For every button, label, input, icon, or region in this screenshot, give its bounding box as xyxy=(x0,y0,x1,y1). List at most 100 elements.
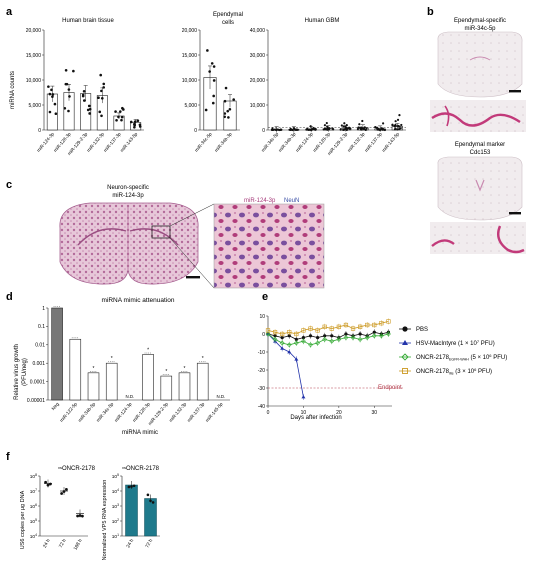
data-point xyxy=(374,126,377,129)
panel-letter-d: d xyxy=(6,291,13,303)
b-scale-bar-2 xyxy=(509,212,521,215)
significance-mark: * xyxy=(165,369,167,375)
data-point xyxy=(358,123,361,126)
data-point xyxy=(132,484,136,488)
data-point xyxy=(87,104,91,108)
data-point xyxy=(130,485,133,488)
a-ependymal-title-2: cells xyxy=(222,20,234,26)
y-tick-label: 15,000 xyxy=(26,53,42,59)
y-tick-exp: 1 xyxy=(117,533,119,537)
e-legend-oncr1-exp: 6 xyxy=(489,353,492,358)
x-tick-label: miR-122-5p xyxy=(59,401,79,423)
y-tick-label: 30,000 xyxy=(250,53,266,59)
x-tick-label: miR-128-3p xyxy=(132,401,152,423)
y-tick-label: 108 xyxy=(30,473,37,480)
series-marker xyxy=(372,330,376,334)
f-left-ylabel: US6 copies per μg DNA xyxy=(20,490,26,549)
data-point xyxy=(208,70,211,73)
data-point xyxy=(309,125,312,128)
b-title-1: Ependymal-specific xyxy=(454,18,506,24)
data-point xyxy=(81,93,85,97)
series-marker xyxy=(330,334,334,338)
series-marker xyxy=(316,336,320,340)
data-point xyxy=(210,62,214,65)
e-legend-hsv-end: PFU) xyxy=(479,341,495,347)
b-inset-1 xyxy=(430,100,526,132)
series-marker xyxy=(358,332,362,336)
series-marker xyxy=(301,338,306,344)
data-point xyxy=(212,94,215,98)
a-brain-chart: 05,00010,00015,00020,000miR-124-3pmiR-12… xyxy=(26,28,144,156)
e-legend-hsv-text: HSV-MacIntyre (1 × 10 xyxy=(416,341,478,347)
data-point xyxy=(380,127,383,130)
f-left-title-text: ONCR-2178 xyxy=(62,466,96,472)
series-marker xyxy=(371,333,377,339)
significance-mark: * xyxy=(93,366,95,372)
series-marker xyxy=(378,333,384,339)
data-point xyxy=(224,86,228,90)
data-point xyxy=(46,483,50,487)
series-marker xyxy=(364,335,370,341)
c-legend-mir: miR-124-3p xyxy=(244,198,276,204)
nd-label: N.D. xyxy=(126,394,135,399)
series-marker xyxy=(301,336,306,340)
data-point xyxy=(82,99,86,102)
data-point xyxy=(212,79,216,82)
a-gbm-title: Human GBM xyxy=(305,18,340,24)
data-point xyxy=(399,127,402,130)
x-tick-label: 0 xyxy=(267,410,270,416)
data-point xyxy=(88,112,91,115)
series-marker xyxy=(272,336,278,342)
series-line xyxy=(267,321,389,335)
data-point xyxy=(345,124,348,127)
data-point xyxy=(342,125,345,128)
data-point xyxy=(323,124,327,127)
series-marker xyxy=(308,326,313,331)
data-point xyxy=(394,120,397,123)
x-tick-label: miR-143-5p xyxy=(381,131,401,153)
data-point xyxy=(50,88,53,92)
data-point xyxy=(117,115,120,119)
y-tick-label: 40,000 xyxy=(250,28,266,34)
data-point xyxy=(149,499,152,503)
e-legend-oncr2-exp: 6 xyxy=(474,367,477,372)
y-tick-base: 10 xyxy=(112,519,118,525)
series-marker xyxy=(265,328,271,333)
panel-letter-b: b xyxy=(427,6,434,18)
data-point xyxy=(314,128,317,131)
y-tick-base: 10 xyxy=(30,489,36,495)
data-point xyxy=(133,123,136,127)
series-marker xyxy=(386,331,391,337)
data-point xyxy=(47,85,50,88)
panel-d: miRNA mimic attenuation Relative virus g… xyxy=(14,297,230,436)
y-tick-label: 0.0001 xyxy=(30,379,46,385)
y-tick-label: 0 xyxy=(194,128,197,134)
significance-mark: * xyxy=(202,356,204,362)
series-marker xyxy=(280,331,285,337)
data-point xyxy=(396,128,399,131)
data-point xyxy=(270,128,274,131)
data-point xyxy=(382,122,385,125)
data-point xyxy=(63,106,67,110)
panel-f: vsONCR-2178 US6 copies per μg DNA vsONCR… xyxy=(20,465,160,560)
series-marker xyxy=(308,334,313,338)
series-marker xyxy=(358,324,363,329)
significance-mark: * xyxy=(111,356,113,362)
data-point xyxy=(65,82,69,86)
data-point xyxy=(394,127,397,130)
data-point xyxy=(223,112,227,115)
e-legend-oncr2-end: (3 × 10 xyxy=(454,369,475,375)
e-legend-marker-oncr2 xyxy=(402,368,408,374)
data-point xyxy=(289,128,292,132)
a-brain-title: Human brain tissue xyxy=(62,18,114,24)
series-marker xyxy=(350,326,356,331)
y-tick-label: 5,000 xyxy=(28,103,41,109)
data-point xyxy=(325,121,328,125)
e-legend-hsv-exp: 7 xyxy=(477,339,480,344)
x-tick-label: miR-34b-5p xyxy=(77,401,97,423)
b-title-4: Cdc153 xyxy=(470,150,491,156)
d-ylabel-2: (PFU/neg) xyxy=(22,358,28,386)
data-point xyxy=(226,109,230,113)
